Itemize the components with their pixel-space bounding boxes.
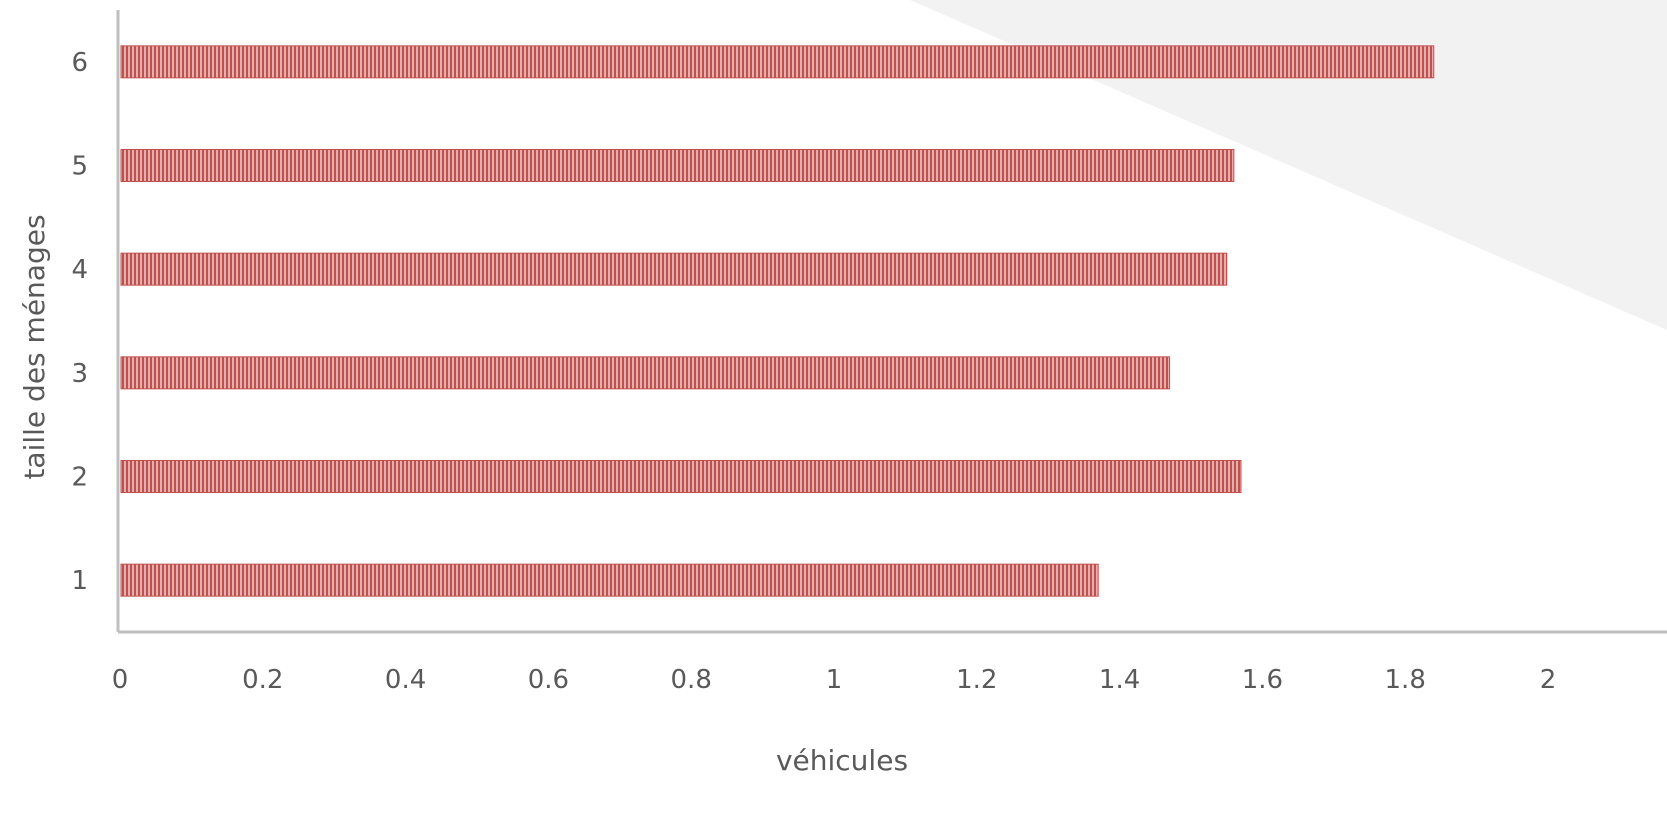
background-decoration-shape	[910, 0, 1667, 330]
y-tick-label-1: 1	[71, 566, 88, 596]
y-tick-label-6: 6	[71, 48, 88, 78]
y-tick-label-5: 5	[71, 152, 88, 182]
bar-1	[120, 563, 1099, 597]
x-tick-label-0.8: 0.8	[671, 665, 712, 695]
y-tick-label-4: 4	[71, 255, 88, 285]
bars-group	[120, 45, 1435, 597]
y-tick-labels: 1 2 3 4 5 6	[71, 48, 88, 596]
x-tick-label-1.6: 1.6	[1242, 665, 1283, 695]
bar-5	[120, 149, 1235, 182]
x-tick-label-1.2: 1.2	[956, 665, 997, 695]
bar-4	[120, 252, 1228, 286]
bar-3	[120, 356, 1171, 390]
bar-2	[120, 460, 1242, 493]
bar-6	[120, 45, 1435, 79]
x-tick-label-1: 1	[826, 665, 843, 695]
x-tick-label-2: 2	[1540, 665, 1557, 695]
x-tick-label-1.8: 1.8	[1385, 665, 1426, 695]
x-tick-label-1.4: 1.4	[1099, 665, 1140, 695]
x-tick-label-0.6: 0.6	[528, 665, 569, 695]
x-tick-label-0.2: 0.2	[242, 665, 283, 695]
y-axis-title: taille des ménages	[18, 214, 51, 479]
x-tick-labels: 0 0.2 0.4 0.6 0.8 1 1.2 1.4 1.6 1.8 2	[112, 665, 1557, 695]
x-tick-label-0: 0	[112, 665, 129, 695]
x-tick-label-0.4: 0.4	[385, 665, 426, 695]
y-tick-label-2: 2	[71, 463, 88, 493]
x-axis-title: véhicules	[776, 744, 908, 777]
y-tick-label-3: 3	[71, 359, 88, 389]
